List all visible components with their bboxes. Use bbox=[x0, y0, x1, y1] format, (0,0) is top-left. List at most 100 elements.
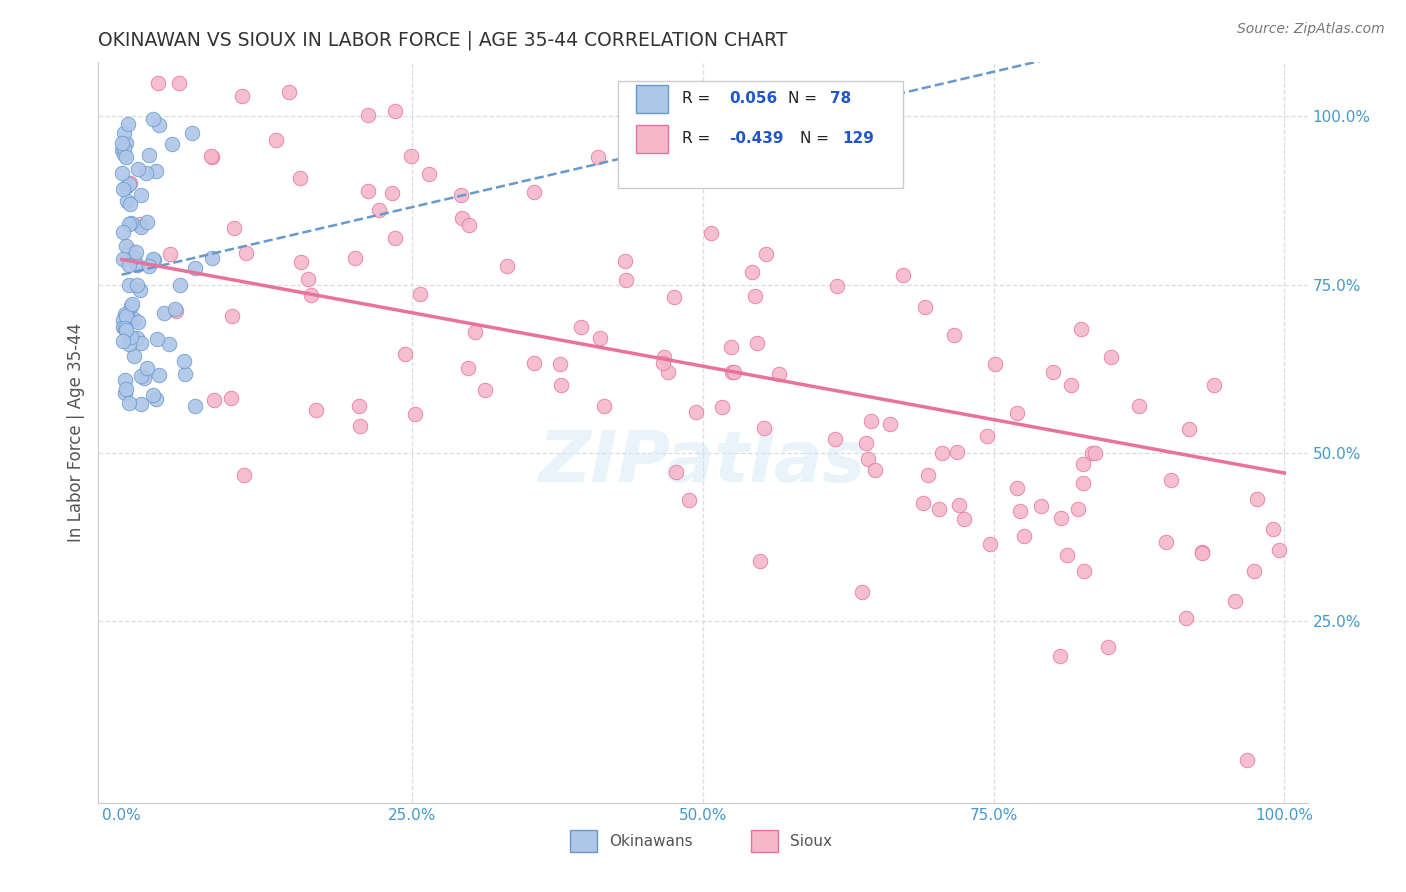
Point bbox=[127, 258, 149, 272]
Point bbox=[125, 277, 148, 292]
Point bbox=[297, 272, 319, 286]
Point bbox=[114, 307, 136, 321]
Point bbox=[1084, 445, 1107, 459]
Y-axis label: In Labor Force | Age 35-44: In Labor Force | Age 35-44 bbox=[66, 323, 84, 542]
Point bbox=[112, 126, 135, 140]
Point bbox=[1160, 474, 1182, 488]
Point bbox=[588, 150, 610, 164]
Point bbox=[1014, 529, 1036, 543]
Point bbox=[121, 299, 143, 313]
Text: 78: 78 bbox=[830, 91, 851, 106]
Point bbox=[201, 251, 224, 265]
Point bbox=[146, 332, 169, 346]
Point bbox=[115, 323, 138, 337]
Point bbox=[122, 250, 145, 264]
Point bbox=[111, 181, 134, 195]
Point bbox=[952, 512, 974, 526]
Point bbox=[233, 468, 256, 483]
Point bbox=[136, 360, 159, 375]
Point bbox=[124, 311, 146, 326]
Point bbox=[114, 386, 136, 401]
Point bbox=[450, 187, 472, 202]
Point bbox=[201, 150, 224, 164]
FancyBboxPatch shape bbox=[569, 830, 596, 853]
Point bbox=[169, 278, 191, 293]
Point bbox=[184, 260, 207, 275]
Point bbox=[1191, 546, 1213, 560]
Point bbox=[117, 310, 139, 325]
Point bbox=[145, 392, 167, 407]
Point bbox=[523, 356, 546, 370]
Point bbox=[768, 367, 790, 381]
Point bbox=[755, 247, 778, 261]
Point bbox=[825, 278, 848, 293]
Point bbox=[1101, 350, 1123, 364]
Point bbox=[1178, 422, 1201, 436]
Point bbox=[120, 216, 142, 230]
Text: N =: N = bbox=[787, 91, 821, 106]
Point bbox=[865, 463, 887, 477]
Point bbox=[860, 414, 883, 428]
Point bbox=[115, 136, 138, 151]
Point bbox=[118, 196, 141, 211]
Point bbox=[357, 184, 380, 198]
Point bbox=[752, 421, 775, 435]
Point bbox=[152, 306, 174, 320]
Point bbox=[451, 211, 474, 225]
Point bbox=[824, 432, 846, 446]
Point bbox=[749, 554, 772, 568]
Point bbox=[928, 502, 950, 516]
Point bbox=[851, 584, 873, 599]
Point bbox=[1175, 611, 1198, 625]
Point bbox=[157, 336, 180, 351]
Point bbox=[1202, 377, 1225, 392]
FancyBboxPatch shape bbox=[637, 85, 668, 112]
Point bbox=[159, 247, 181, 261]
Point bbox=[115, 179, 138, 194]
Point bbox=[721, 365, 744, 379]
Point bbox=[1263, 523, 1285, 537]
Point bbox=[571, 320, 593, 334]
Point bbox=[1067, 502, 1090, 516]
Point bbox=[347, 399, 370, 413]
Point bbox=[111, 166, 134, 180]
Point bbox=[1128, 399, 1150, 413]
Point bbox=[741, 264, 763, 278]
Point bbox=[115, 194, 138, 208]
Point bbox=[278, 85, 301, 99]
Point bbox=[723, 365, 745, 379]
Point bbox=[589, 331, 612, 345]
Point bbox=[163, 301, 186, 316]
Point bbox=[145, 164, 167, 178]
Point bbox=[112, 225, 135, 239]
Point bbox=[1191, 544, 1213, 558]
Point bbox=[1236, 753, 1258, 767]
Point bbox=[401, 149, 423, 163]
Point bbox=[474, 383, 496, 397]
Point bbox=[290, 255, 312, 269]
Point bbox=[368, 202, 391, 217]
Point bbox=[129, 283, 152, 297]
Point bbox=[173, 367, 195, 381]
Point bbox=[700, 226, 723, 240]
Point bbox=[141, 112, 163, 126]
Point bbox=[711, 400, 734, 414]
Point bbox=[1071, 458, 1094, 472]
Point bbox=[1225, 594, 1247, 608]
Point bbox=[384, 231, 406, 245]
Point bbox=[855, 435, 877, 450]
Point bbox=[125, 331, 148, 345]
Point bbox=[221, 309, 243, 323]
Point bbox=[384, 103, 406, 118]
Point bbox=[856, 452, 879, 467]
Point bbox=[111, 143, 134, 157]
Point bbox=[1070, 321, 1092, 335]
Point bbox=[1056, 548, 1078, 562]
Point bbox=[111, 252, 134, 266]
Point bbox=[235, 246, 257, 260]
Point bbox=[142, 388, 165, 402]
Point bbox=[129, 217, 152, 231]
Point bbox=[1081, 446, 1104, 460]
Point bbox=[979, 537, 1001, 551]
Point bbox=[160, 136, 183, 151]
